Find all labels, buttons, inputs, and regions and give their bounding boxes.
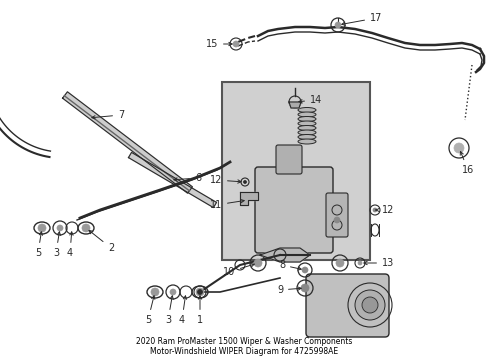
Text: 15: 15: [205, 39, 232, 49]
FancyBboxPatch shape: [305, 274, 388, 337]
Text: 1: 1: [197, 296, 203, 325]
Circle shape: [170, 289, 176, 295]
Ellipse shape: [297, 112, 315, 117]
Text: 9: 9: [276, 285, 301, 295]
Circle shape: [57, 225, 63, 231]
Circle shape: [151, 288, 159, 296]
Circle shape: [197, 289, 202, 294]
Circle shape: [372, 208, 376, 212]
Text: Motor-Windshield WIPER Diagram for 4725998AE: Motor-Windshield WIPER Diagram for 47259…: [150, 347, 338, 356]
Circle shape: [253, 259, 262, 267]
Text: 8: 8: [278, 260, 301, 270]
FancyBboxPatch shape: [325, 193, 347, 237]
Text: 12: 12: [375, 205, 393, 215]
Circle shape: [335, 259, 343, 267]
Text: 2020 Ram ProMaster 1500 Wiper & Washer Components: 2020 Ram ProMaster 1500 Wiper & Washer C…: [136, 338, 352, 346]
Circle shape: [354, 290, 384, 320]
Circle shape: [301, 284, 308, 292]
Circle shape: [334, 22, 340, 28]
Text: 5: 5: [35, 232, 42, 258]
Text: 17: 17: [341, 13, 382, 25]
Text: 7: 7: [92, 110, 124, 120]
FancyBboxPatch shape: [222, 82, 369, 260]
FancyBboxPatch shape: [254, 167, 332, 253]
Polygon shape: [260, 248, 309, 262]
Circle shape: [357, 261, 361, 265]
Text: 11: 11: [209, 199, 244, 210]
Text: 14: 14: [298, 95, 322, 105]
Text: 12: 12: [209, 175, 241, 185]
Text: 3: 3: [164, 296, 173, 325]
Polygon shape: [288, 102, 301, 108]
Text: 5: 5: [144, 296, 155, 325]
Ellipse shape: [297, 135, 315, 139]
Text: 13: 13: [363, 258, 393, 268]
Ellipse shape: [297, 121, 315, 126]
Text: 2: 2: [89, 230, 114, 253]
Circle shape: [38, 224, 46, 232]
Ellipse shape: [297, 130, 315, 135]
Circle shape: [361, 297, 377, 313]
Text: 16: 16: [459, 152, 473, 175]
Circle shape: [243, 180, 246, 184]
Polygon shape: [62, 92, 192, 193]
Ellipse shape: [297, 126, 315, 130]
Polygon shape: [128, 152, 216, 208]
Text: 6: 6: [174, 173, 201, 183]
Text: 4: 4: [179, 296, 186, 325]
Ellipse shape: [297, 108, 315, 112]
Circle shape: [333, 217, 339, 223]
Circle shape: [232, 41, 239, 47]
Ellipse shape: [297, 139, 315, 144]
Polygon shape: [240, 192, 258, 205]
Text: 3: 3: [53, 232, 61, 258]
Circle shape: [453, 143, 463, 153]
FancyBboxPatch shape: [275, 145, 302, 174]
Circle shape: [302, 267, 307, 273]
Text: 4: 4: [67, 232, 73, 258]
Ellipse shape: [297, 117, 315, 122]
Circle shape: [196, 288, 203, 296]
Circle shape: [82, 224, 90, 232]
Text: 10: 10: [223, 264, 254, 277]
